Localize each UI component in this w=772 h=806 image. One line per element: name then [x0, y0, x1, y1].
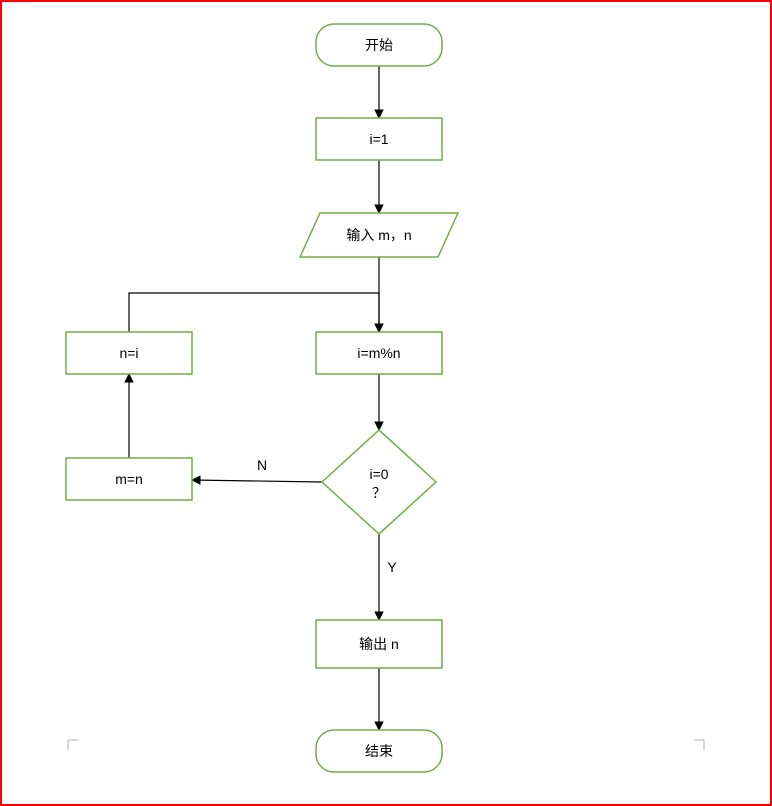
flowchart-canvas: N Y 开始 i=1 输入 m，n i=m%n i=0 ？ m=n n=i 输出 n 结束: [0, 0, 772, 806]
node-label-start: 开始: [365, 37, 393, 53]
node-input: 输入 m，n: [300, 213, 458, 257]
node-label-end: 结束: [365, 743, 393, 759]
node-label-input: 输入 m，n: [346, 227, 411, 243]
node-label-mn: m=n: [115, 471, 143, 487]
node-start: 开始: [316, 24, 442, 66]
node-label-dec-1: i=0: [369, 466, 388, 482]
node-label-init: i=1: [369, 131, 388, 147]
node-label-out: 输出 n: [359, 636, 399, 652]
node-ni: n=i: [66, 332, 192, 374]
node-init: i=1: [316, 118, 442, 160]
node-label-dec-2: ？: [372, 485, 386, 501]
node-end: 结束: [316, 730, 442, 772]
node-label-calc: i=m%n: [357, 345, 400, 361]
node-out: 输出 n: [316, 620, 442, 668]
node-calc: i=m%n: [316, 332, 442, 374]
node-label-ni: n=i: [119, 345, 138, 361]
node-mn: m=n: [66, 458, 192, 500]
edge-label-dec-mn: N: [257, 457, 267, 473]
edge-label-dec-out: Y: [387, 559, 397, 575]
